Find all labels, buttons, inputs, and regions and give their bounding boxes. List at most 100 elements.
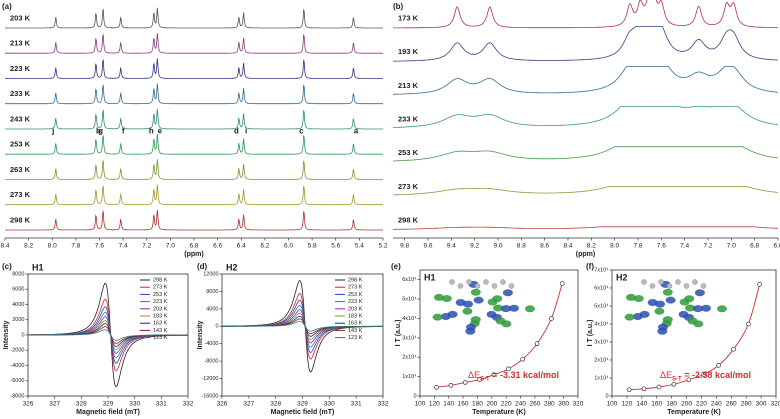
y-tick-label: -6000 [10, 378, 24, 384]
x-tick-label: 140 [443, 401, 454, 408]
epr-curve [222, 321, 383, 332]
panel-letter: (a) [2, 2, 12, 11]
x-tick-label: 7.8 [633, 243, 642, 250]
orbital-lobe [487, 298, 498, 306]
x-tick-label: 332 [183, 401, 194, 408]
trace-label-bg [396, 182, 426, 192]
panel-letter: (c) [2, 262, 12, 271]
x-tick-label: 327 [243, 401, 254, 408]
x-axis-label: Temperature (K) [472, 409, 526, 416]
x-tick-label: 7.0 [166, 243, 175, 250]
orbital-lobe [665, 296, 676, 304]
y-tick-label: 4x10⁴ [594, 320, 609, 327]
x-tick-label: 6.0 [284, 243, 293, 250]
orbital-lobe [465, 323, 476, 331]
y-axis-label: I T (a.u.) [395, 320, 402, 347]
legend-label: 143 K [348, 328, 363, 334]
orbital-lobe [432, 313, 443, 321]
x-tick-label: 140 [636, 401, 647, 408]
legend-label: 273 K [153, 285, 168, 291]
fit-line [629, 284, 761, 391]
data-point [757, 282, 762, 287]
y-tick-label: -2000 [10, 348, 24, 354]
x-tick-label: 7.0 [727, 243, 736, 250]
legend-label: 203 K [153, 306, 168, 312]
trace-label: 213 K [398, 81, 419, 90]
x-tick-label: 8.6 [540, 243, 549, 250]
x-tick-label: 8.2 [587, 243, 596, 250]
y-tick-label: 2x10⁴ [402, 354, 417, 361]
trace-label: 253 K [398, 148, 419, 157]
data-point [731, 346, 736, 352]
epr-curve [28, 329, 188, 341]
x-tick-label: 160 [458, 401, 469, 408]
x-tick-label: 5.8 [308, 243, 317, 250]
spectrum [393, 186, 779, 196]
atom [449, 279, 455, 285]
data-point [701, 372, 707, 377]
spectrum [5, 83, 383, 105]
legend-label: 123 K [153, 335, 168, 341]
trace-label-bg [396, 14, 426, 23]
orbital-lobe [654, 307, 665, 315]
x-tick-label: 7.6 [657, 243, 666, 250]
legend-label: 273 K [348, 285, 363, 291]
annotation-symbol: ΔE [468, 370, 480, 380]
x-tick-label: 8.8 [517, 243, 526, 250]
legend-label: 183 K [348, 313, 363, 319]
atom [483, 279, 489, 285]
data-point [671, 381, 677, 387]
orbital-lobe [486, 310, 497, 318]
y-axis-label: Intensity [197, 321, 204, 350]
trace-label-bg [8, 190, 38, 200]
orbital-lobe [502, 289, 513, 297]
x-tick-label: 280 [544, 401, 555, 408]
x-tick-label: 7.2 [703, 243, 712, 250]
x-tick-label: 7.2 [142, 243, 151, 250]
orbital-lobe [470, 288, 481, 296]
panel-letter: (e) [391, 262, 401, 271]
x-tick-label: 329 [103, 401, 114, 408]
x-tick-label: 5.6 [331, 243, 340, 250]
trace-label-bg [8, 64, 38, 74]
trace-label-bg [396, 47, 426, 57]
y-tick-label: 2x10⁴ [594, 356, 609, 363]
y-tick-label: 2000 [12, 317, 24, 323]
x-tick-label: 8.4 [563, 243, 572, 250]
peak-label: d [234, 126, 239, 135]
x-tick-label: 220 [696, 401, 707, 408]
x-tick-label: 300 [558, 401, 569, 408]
data-point [716, 363, 721, 368]
x-tick-label: 9.6 [423, 243, 432, 250]
data-point [477, 377, 482, 382]
data-point [462, 380, 468, 385]
orbital-lobe [493, 304, 503, 312]
spectrum [393, 0, 779, 29]
panel-letter: (b) [393, 2, 404, 11]
orbital-lobe [639, 310, 650, 318]
x-tick-label: 180 [472, 401, 483, 408]
orbital-lobe [678, 310, 689, 318]
panel-title: H2 [226, 262, 238, 272]
trace-label: 213 K [10, 39, 31, 48]
y-tick-label: -12000 [201, 376, 218, 382]
spectrum [5, 32, 383, 54]
x-tick-label: 329 [297, 401, 308, 408]
x-tick-label: 120 [429, 401, 440, 408]
y-tick-label: 1x10⁴ [594, 374, 609, 381]
panel-letter: (f) [586, 262, 594, 271]
peak-label: h [149, 126, 154, 135]
data-point [448, 382, 454, 388]
x-axis-label: (ppm) [184, 251, 203, 258]
x-tick-label: 120 [621, 401, 632, 408]
x-axis-label: Magnetic field (mT) [76, 409, 140, 416]
x-tick-label: 8.4 [0, 243, 9, 250]
trace-label: 233 K [398, 114, 419, 123]
data-point [559, 281, 565, 286]
fit-line [436, 283, 563, 388]
trace-label: 298 K [398, 215, 419, 224]
y-tick-label: 5x10⁴ [402, 296, 417, 303]
x-tick-label: 7.4 [680, 243, 689, 250]
legend-label: 143 K [153, 328, 168, 334]
